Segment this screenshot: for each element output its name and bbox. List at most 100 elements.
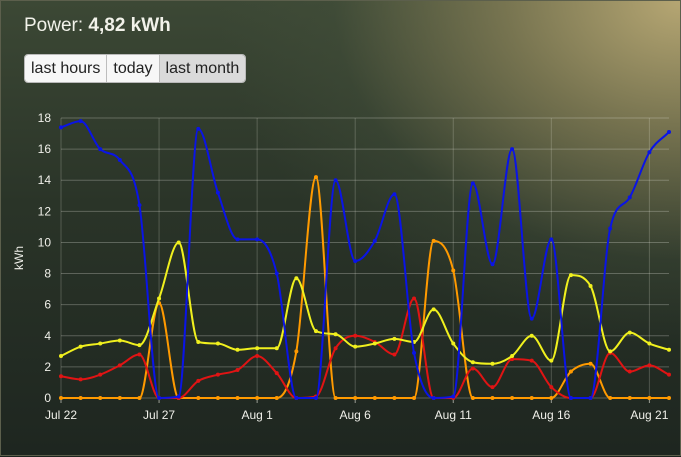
- data-point[interactable]: [470, 366, 475, 371]
- data-point[interactable]: [372, 341, 377, 346]
- data-point[interactable]: [392, 396, 397, 400]
- data-point[interactable]: [274, 271, 279, 276]
- data-point[interactable]: [412, 296, 417, 301]
- data-point[interactable]: [549, 358, 554, 363]
- data-point[interactable]: [490, 262, 495, 267]
- data-point[interactable]: [333, 346, 338, 351]
- data-point[interactable]: [568, 396, 573, 400]
- data-point[interactable]: [431, 238, 436, 243]
- data-point[interactable]: [568, 273, 573, 278]
- data-point[interactable]: [137, 343, 142, 348]
- data-point[interactable]: [353, 333, 358, 338]
- last-hours-button[interactable]: last hours: [25, 55, 108, 82]
- data-point[interactable]: [255, 237, 260, 242]
- data-point[interactable]: [353, 259, 358, 264]
- data-point[interactable]: [117, 158, 122, 162]
- data-point[interactable]: [510, 357, 515, 362]
- data-point[interactable]: [627, 369, 632, 374]
- data-point[interactable]: [196, 340, 201, 344]
- data-point[interactable]: [627, 330, 632, 335]
- data-point[interactable]: [608, 226, 613, 231]
- data-point[interactable]: [78, 396, 83, 400]
- today-button[interactable]: today: [107, 55, 160, 82]
- data-point[interactable]: [529, 396, 534, 400]
- last-month-button[interactable]: last month: [159, 55, 246, 82]
- data-point[interactable]: [647, 341, 652, 346]
- data-point[interactable]: [59, 125, 63, 130]
- data-point[interactable]: [667, 396, 671, 400]
- data-point[interactable]: [529, 358, 534, 363]
- data-point[interactable]: [431, 396, 436, 400]
- data-point[interactable]: [235, 368, 240, 372]
- data-point[interactable]: [412, 396, 417, 400]
- data-point[interactable]: [667, 372, 671, 377]
- data-point[interactable]: [470, 396, 475, 400]
- data-point[interactable]: [588, 396, 593, 400]
- data-point[interactable]: [529, 316, 534, 321]
- data-point[interactable]: [117, 338, 122, 343]
- data-point[interactable]: [176, 394, 181, 399]
- data-point[interactable]: [627, 396, 632, 400]
- data-point[interactable]: [667, 347, 671, 352]
- data-point[interactable]: [235, 347, 240, 352]
- data-point[interactable]: [59, 354, 63, 358]
- data-point[interactable]: [98, 147, 103, 152]
- data-point[interactable]: [412, 350, 417, 355]
- data-point[interactable]: [333, 396, 338, 400]
- data-point[interactable]: [255, 396, 260, 400]
- data-point[interactable]: [78, 119, 83, 124]
- data-point[interactable]: [59, 374, 63, 379]
- data-point[interactable]: [78, 344, 83, 349]
- data-point[interactable]: [255, 346, 260, 351]
- data-point[interactable]: [274, 371, 279, 376]
- data-point[interactable]: [392, 192, 397, 197]
- data-point[interactable]: [235, 396, 240, 400]
- data-point[interactable]: [549, 237, 554, 242]
- data-point[interactable]: [313, 175, 318, 180]
- data-point[interactable]: [470, 181, 475, 186]
- data-point[interactable]: [137, 396, 142, 400]
- data-point[interactable]: [196, 126, 201, 131]
- data-point[interactable]: [137, 203, 142, 208]
- data-point[interactable]: [59, 396, 63, 400]
- data-point[interactable]: [490, 396, 495, 400]
- data-point[interactable]: [215, 396, 220, 400]
- data-point[interactable]: [549, 396, 554, 400]
- data-point[interactable]: [392, 336, 397, 341]
- data-point[interactable]: [157, 296, 162, 301]
- data-point[interactable]: [490, 385, 495, 390]
- data-point[interactable]: [667, 130, 671, 134]
- data-point[interactable]: [470, 360, 475, 365]
- data-point[interactable]: [510, 354, 515, 358]
- data-point[interactable]: [333, 332, 338, 337]
- data-point[interactable]: [215, 341, 220, 346]
- data-point[interactable]: [78, 377, 83, 382]
- data-point[interactable]: [490, 361, 495, 366]
- data-point[interactable]: [235, 237, 240, 242]
- data-point[interactable]: [647, 150, 652, 155]
- data-point[interactable]: [274, 396, 279, 400]
- data-point[interactable]: [549, 385, 554, 390]
- data-point[interactable]: [647, 363, 652, 368]
- data-point[interactable]: [451, 394, 456, 399]
- data-point[interactable]: [313, 396, 318, 400]
- data-point[interactable]: [510, 396, 515, 400]
- data-point[interactable]: [529, 333, 534, 338]
- data-point[interactable]: [588, 284, 593, 288]
- data-point[interactable]: [176, 240, 181, 245]
- data-point[interactable]: [215, 190, 220, 195]
- data-point[interactable]: [392, 352, 397, 357]
- data-point[interactable]: [196, 378, 201, 383]
- data-point[interactable]: [255, 354, 260, 358]
- data-point[interactable]: [294, 276, 299, 281]
- data-point[interactable]: [647, 396, 652, 400]
- data-point[interactable]: [98, 341, 103, 346]
- data-point[interactable]: [451, 341, 456, 346]
- data-point[interactable]: [451, 268, 456, 273]
- data-point[interactable]: [98, 396, 103, 400]
- data-point[interactable]: [117, 363, 122, 368]
- data-point[interactable]: [274, 346, 279, 351]
- data-point[interactable]: [588, 361, 593, 366]
- data-point[interactable]: [353, 344, 358, 349]
- data-point[interactable]: [608, 349, 613, 354]
